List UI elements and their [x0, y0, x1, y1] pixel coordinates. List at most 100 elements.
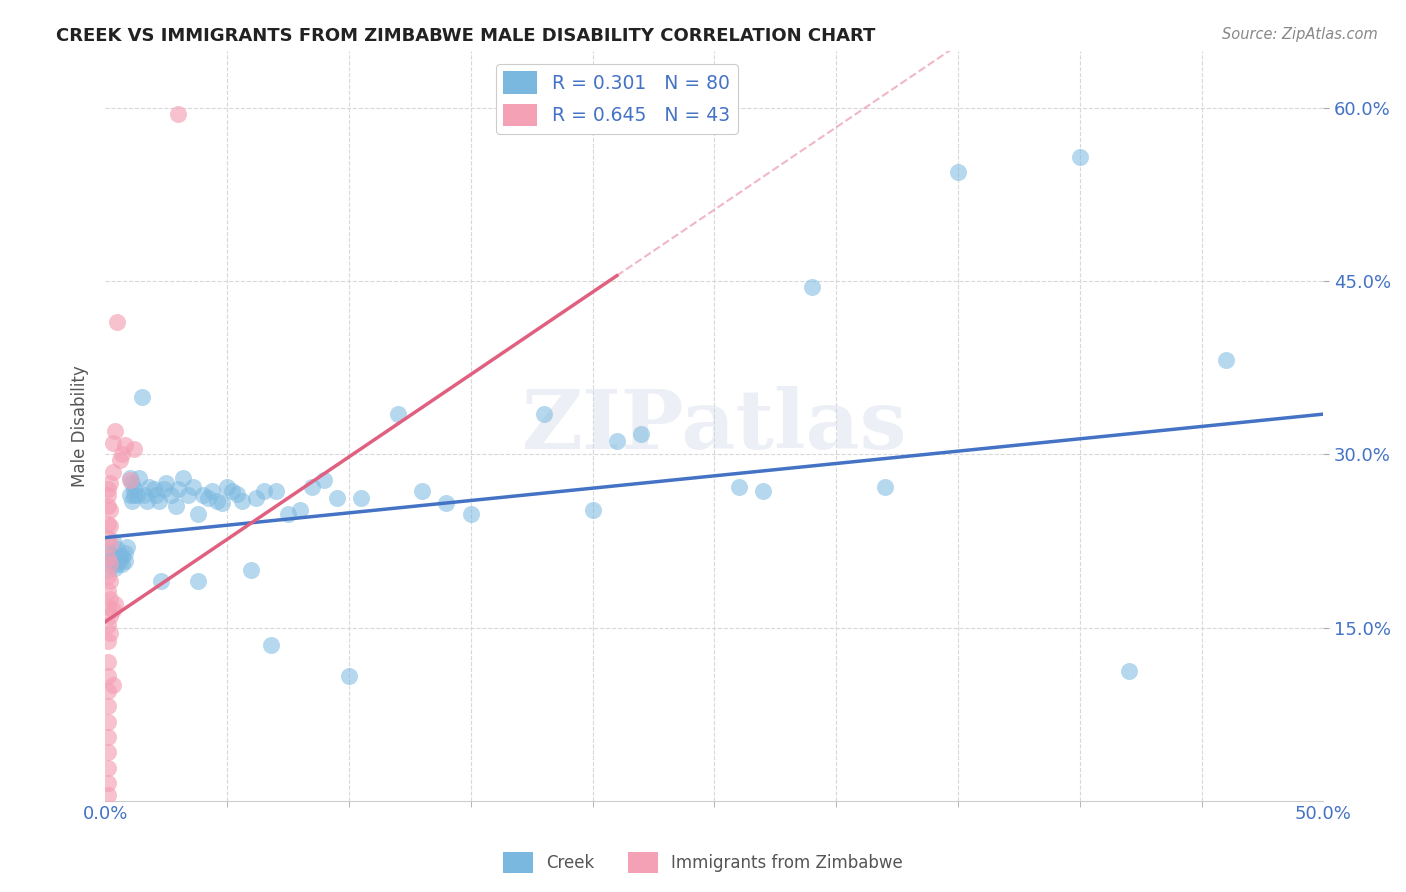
Point	[128, 470, 150, 484]
Point	[142, 482, 165, 496]
Point	[108, 453, 131, 467]
Point	[135, 493, 157, 508]
Point	[98, 557, 121, 571]
Point	[606, 434, 628, 448]
Point	[167, 482, 190, 496]
Point	[105, 557, 128, 571]
Point	[121, 476, 143, 491]
Point	[460, 508, 482, 522]
Point	[167, 107, 190, 121]
Point	[98, 574, 121, 589]
Point	[165, 500, 187, 514]
Point	[118, 488, 141, 502]
Point	[97, 551, 120, 566]
Point	[240, 563, 263, 577]
Point	[581, 503, 603, 517]
Legend: Creek, Immigrants from Zimbabwe: Creek, Immigrants from Zimbabwe	[496, 846, 910, 880]
Point	[155, 476, 177, 491]
Point	[97, 568, 120, 582]
Point	[115, 540, 138, 554]
Point	[97, 730, 120, 744]
Point	[124, 488, 146, 502]
Point	[97, 516, 120, 531]
Point	[97, 788, 120, 802]
Point	[288, 503, 311, 517]
Point	[160, 488, 183, 502]
Point	[114, 554, 136, 568]
Point	[125, 488, 148, 502]
Text: ZIPatlas: ZIPatlas	[522, 385, 907, 466]
Point	[411, 484, 433, 499]
Point	[101, 436, 124, 450]
Point	[197, 491, 219, 506]
Point	[152, 482, 174, 496]
Text: CREEK VS IMMIGRANTS FROM ZIMBABWE MALE DISABILITY CORRELATION CHART: CREEK VS IMMIGRANTS FROM ZIMBABWE MALE D…	[56, 27, 876, 45]
Point	[108, 549, 131, 563]
Point	[187, 574, 209, 589]
Point	[1069, 150, 1091, 164]
Point	[277, 508, 299, 522]
Point	[104, 425, 127, 439]
Point	[325, 491, 347, 506]
Point	[225, 486, 247, 500]
Point	[800, 280, 823, 294]
Point	[97, 563, 120, 577]
Point	[101, 465, 124, 479]
Point	[98, 503, 121, 517]
Point	[97, 482, 120, 496]
Point	[145, 488, 167, 502]
Point	[1118, 665, 1140, 679]
Point	[207, 493, 229, 508]
Y-axis label: Male Disability: Male Disability	[72, 365, 89, 486]
Point	[97, 669, 120, 683]
Point	[101, 603, 124, 617]
Point	[98, 519, 121, 533]
Point	[260, 638, 283, 652]
Point	[946, 165, 969, 179]
Point	[187, 508, 209, 522]
Point	[191, 488, 214, 502]
Point	[215, 480, 238, 494]
Legend: R = 0.301   N = 80, R = 0.645   N = 43: R = 0.301 N = 80, R = 0.645 N = 43	[496, 64, 738, 134]
Point	[97, 488, 120, 502]
Point	[172, 470, 194, 484]
Point	[98, 476, 121, 491]
Point	[337, 669, 360, 683]
Point	[111, 557, 134, 571]
Point	[264, 484, 287, 499]
Point	[97, 715, 120, 730]
Point	[752, 484, 775, 499]
Point	[101, 678, 124, 692]
Point	[108, 554, 131, 568]
Point	[177, 488, 200, 502]
Point	[387, 407, 409, 421]
Point	[104, 598, 127, 612]
Point	[630, 426, 652, 441]
Point	[98, 626, 121, 640]
Point	[97, 761, 120, 775]
Point	[301, 480, 323, 494]
Point	[134, 488, 156, 502]
Point	[114, 438, 136, 452]
Point	[111, 549, 134, 563]
Point	[98, 609, 121, 624]
Point	[97, 684, 120, 698]
Point	[101, 551, 124, 566]
Point	[114, 545, 136, 559]
Point	[97, 545, 120, 559]
Point	[211, 496, 233, 510]
Point	[124, 482, 146, 496]
Point	[1215, 352, 1237, 367]
Point	[105, 315, 128, 329]
Point	[727, 480, 749, 494]
Point	[533, 407, 555, 421]
Point	[131, 390, 153, 404]
Point	[124, 442, 146, 456]
Point	[252, 484, 274, 499]
Point	[121, 493, 143, 508]
Point	[118, 470, 141, 484]
Point	[101, 534, 124, 549]
Point	[181, 480, 204, 494]
Point	[105, 542, 128, 557]
Point	[98, 591, 121, 606]
